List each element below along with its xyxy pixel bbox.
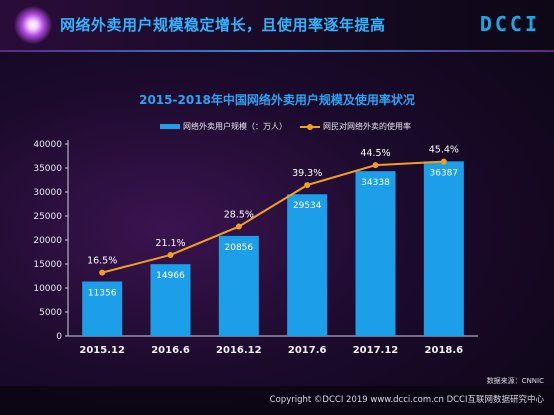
y-tick-label: 0 bbox=[56, 332, 62, 342]
legend-label-users: 网络外卖用户规模（：万人） bbox=[183, 122, 287, 131]
rate-value-label: 39.3% bbox=[292, 168, 322, 179]
bar bbox=[150, 264, 191, 336]
rate-value-label: 21.1% bbox=[155, 238, 185, 249]
light-flare-icon bbox=[14, 6, 52, 44]
x-tick-label: 2018.6 bbox=[425, 345, 464, 356]
data-source: 数据来源：CNNIC bbox=[486, 377, 544, 385]
y-tick-label: 40000 bbox=[33, 140, 62, 150]
bar-value-label: 20856 bbox=[225, 243, 254, 253]
x-tick-label: 2017.6 bbox=[288, 345, 327, 356]
bar-value-label: 34338 bbox=[361, 178, 390, 188]
footer-bar bbox=[0, 386, 554, 415]
bar-value-label: 36387 bbox=[430, 168, 459, 178]
x-tick-label: 2016.12 bbox=[216, 345, 262, 356]
bar-value-label: 11356 bbox=[88, 288, 117, 298]
copyright-text: Copyright ©DCCI 2019 www.dcci.com.cn DCC… bbox=[269, 395, 544, 405]
bar-value-label: 14966 bbox=[156, 271, 185, 281]
x-tick-label: 2015.12 bbox=[79, 345, 125, 356]
bar bbox=[355, 171, 396, 336]
legend-bar-swatch bbox=[160, 124, 180, 129]
rate-point bbox=[372, 162, 379, 169]
y-tick-label: 35000 bbox=[33, 164, 62, 174]
bar bbox=[82, 281, 123, 336]
rate-point bbox=[99, 269, 106, 276]
y-tick-label: 20000 bbox=[33, 236, 62, 246]
header-divider bbox=[0, 50, 554, 52]
header-banner: 网络外卖用户规模稳定增长，且使用率逐年提高 DCCI bbox=[0, 0, 554, 50]
page-title: 网络外卖用户规模稳定增长，且使用率逐年提高 bbox=[60, 16, 386, 34]
legend-item-users: 网络外卖用户规模（：万人） bbox=[160, 121, 287, 132]
chart-title: 2015-2018年中国网络外卖用户规模及使用率状况 bbox=[139, 93, 415, 107]
y-tick-label: 25000 bbox=[33, 212, 62, 222]
rate-point bbox=[440, 158, 447, 165]
dcci-logo: DCCI bbox=[479, 12, 540, 36]
rate-point bbox=[167, 251, 174, 258]
legend-line-swatch bbox=[300, 123, 320, 131]
y-tick-label: 10000 bbox=[33, 284, 62, 294]
rate-value-label: 16.5% bbox=[87, 256, 117, 267]
bar bbox=[423, 161, 464, 336]
rate-point bbox=[304, 182, 311, 189]
legend-item-rate: 网民对网络外卖的使用率 bbox=[300, 121, 411, 132]
x-tick-label: 2017.12 bbox=[353, 345, 399, 356]
bar bbox=[218, 235, 259, 336]
rate-point bbox=[235, 223, 242, 230]
y-tick-label: 5000 bbox=[39, 308, 62, 318]
legend-label-rate: 网民对网络外卖的使用率 bbox=[323, 122, 411, 131]
bar-value-label: 29534 bbox=[293, 201, 322, 211]
y-tick-label: 15000 bbox=[33, 260, 62, 270]
rate-value-label: 45.4% bbox=[429, 145, 459, 156]
y-tick-label: 30000 bbox=[33, 188, 62, 198]
rate-line bbox=[101, 160, 444, 274]
x-tick-label: 2016.6 bbox=[151, 345, 190, 356]
rate-value-label: 44.5% bbox=[360, 148, 390, 159]
bar bbox=[287, 194, 328, 336]
rate-value-label: 28.5% bbox=[224, 210, 254, 221]
